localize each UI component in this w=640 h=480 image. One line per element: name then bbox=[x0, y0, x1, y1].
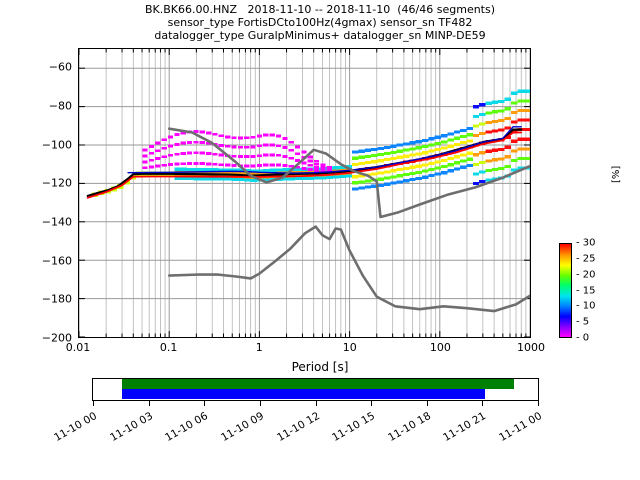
x-tick-label: 0.01 bbox=[65, 341, 91, 354]
y-tick-label: −200 bbox=[41, 331, 72, 345]
timeline-tick bbox=[538, 401, 539, 406]
x-tick-label: 100 bbox=[429, 341, 451, 354]
data-coverage-green[interactable] bbox=[121, 379, 514, 389]
timeline-tick bbox=[204, 401, 206, 406]
colorbar-tick-label: - 5 bbox=[576, 316, 590, 328]
psd-plot-axes bbox=[78, 48, 531, 338]
x-tick-label: 1000 bbox=[517, 341, 545, 354]
colorbar-tick-label: - 25 bbox=[576, 253, 596, 265]
timeline-tick bbox=[426, 401, 428, 406]
colorbar-tick-label: - 10 bbox=[576, 300, 596, 312]
y-tick-label: −80 bbox=[48, 99, 72, 113]
y-tick-label: −180 bbox=[41, 292, 72, 306]
x-tick-label: 1 bbox=[255, 341, 263, 354]
timeline-date-label: 11-10 15 bbox=[330, 410, 378, 445]
colorbar-tick-label: - 15 bbox=[576, 285, 596, 296]
title-line-3: datalogger_type GuralpMinimus+ datalogge… bbox=[154, 29, 486, 42]
data-coverage-blue[interactable] bbox=[121, 389, 485, 399]
timeline-date-label: 11-11 00 bbox=[497, 410, 544, 445]
data-coverage-timeline[interactable] bbox=[92, 378, 539, 401]
y-tick-label: −100 bbox=[41, 138, 72, 152]
y-tick-label: −60 bbox=[48, 60, 72, 74]
timeline-tick bbox=[148, 401, 150, 406]
timeline-ticks bbox=[92, 401, 539, 407]
timeline-date-label: 11-10 00 bbox=[52, 410, 99, 445]
timeline-date-label: 11-10 21 bbox=[441, 410, 489, 445]
timeline-tick bbox=[482, 401, 484, 406]
probability-colorbar bbox=[559, 243, 572, 338]
y-tick-label: −160 bbox=[41, 254, 72, 268]
timeline-date-label: 11-10 03 bbox=[107, 410, 155, 445]
title-line-2: sensor_type FortisDCto100Hz(4gmax) senso… bbox=[167, 16, 473, 29]
y-tick-label: −120 bbox=[41, 176, 72, 190]
x-tick-label: 10 bbox=[342, 341, 357, 354]
page-title: BK.BK66.00.HNZ 2018-11-10 -- 2018-11-10 … bbox=[0, 3, 640, 42]
timeline-tick bbox=[371, 401, 373, 406]
title-line-1: BK.BK66.00.HNZ 2018-11-10 -- 2018-11-10 … bbox=[144, 3, 496, 16]
timeline-date-label: 11-10 09 bbox=[218, 410, 266, 445]
colorbar-tick-label: - 30 bbox=[576, 237, 596, 249]
data-layer bbox=[86, 89, 530, 313]
timeline-tick bbox=[93, 401, 94, 406]
timeline-date-label: 11-10 12 bbox=[274, 410, 322, 445]
y-tick-label: −140 bbox=[41, 215, 72, 229]
x-tick-label: 0.1 bbox=[159, 341, 178, 354]
x-axis-title: Period [s] bbox=[291, 360, 349, 374]
timeline-date-label: 11-10 18 bbox=[385, 410, 433, 445]
timeline-tick bbox=[259, 401, 261, 406]
timeline-date-label: 11-10 06 bbox=[163, 410, 211, 445]
colorbar-tick-label: - 20 bbox=[576, 269, 596, 281]
colorbar-unit-label: [%] bbox=[611, 165, 622, 183]
timeline-tick bbox=[315, 401, 317, 406]
colorbar-tick-label: - 0 bbox=[576, 332, 590, 344]
